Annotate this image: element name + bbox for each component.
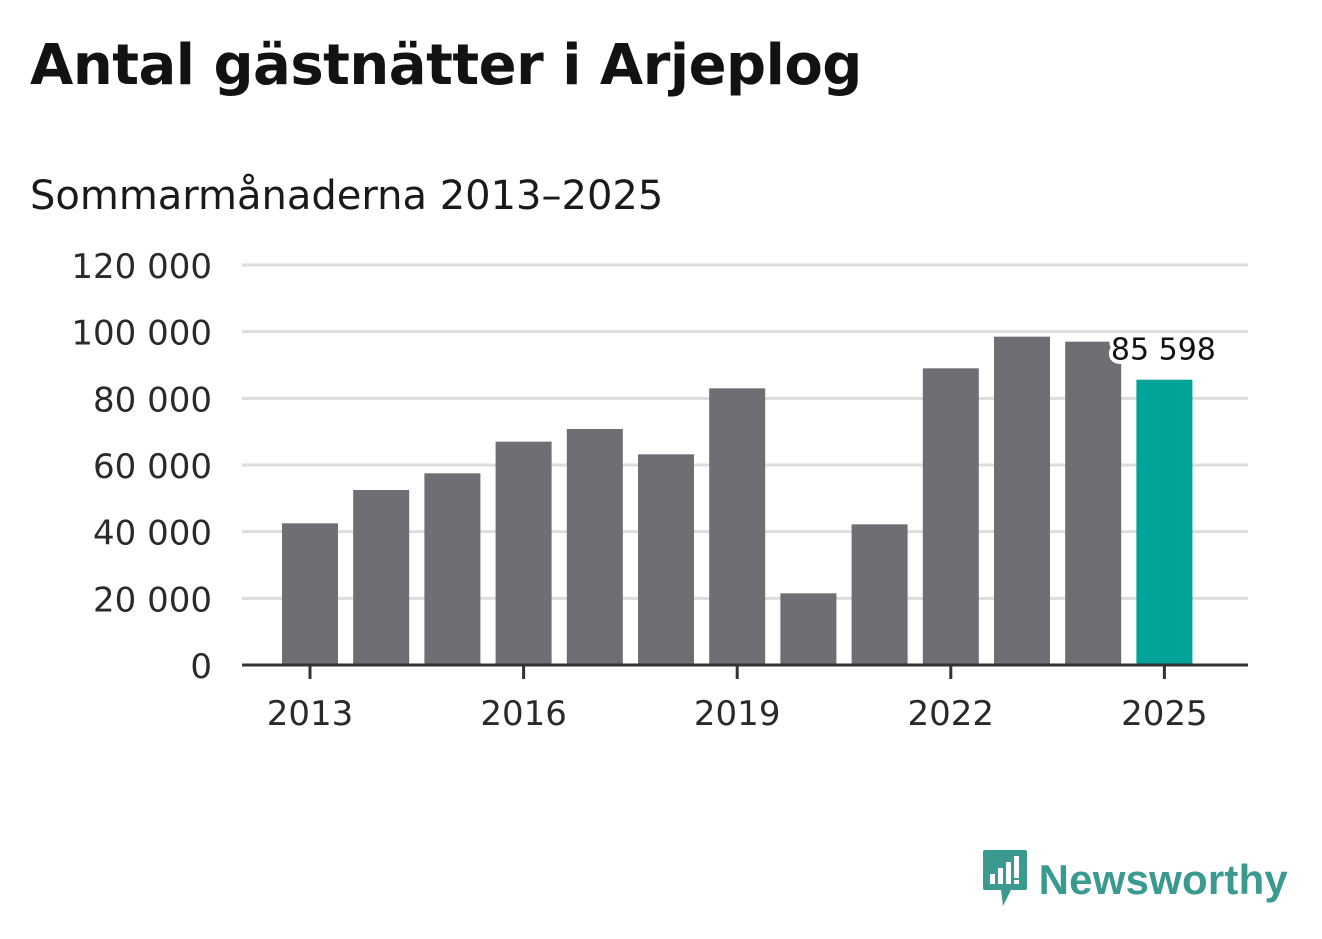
bar (994, 336, 1050, 665)
y-tick-label: 100 000 (71, 314, 212, 354)
bar (495, 441, 552, 665)
bar (566, 429, 623, 665)
x-tick-label: 2025 (1121, 694, 1208, 734)
bar (851, 524, 908, 665)
y-tick-label: 80 000 (93, 380, 212, 420)
brand-logo: Newsworthy (981, 848, 1288, 912)
x-tick-label: 2016 (480, 694, 567, 734)
chart-title: Antal gästnätter i Arjeplog (30, 33, 862, 98)
bar (424, 473, 481, 665)
bar (1065, 341, 1122, 665)
x-tick-label: 2022 (908, 694, 995, 734)
x-tick-label: 2013 (267, 694, 354, 734)
bar (709, 388, 766, 665)
bar (282, 523, 338, 665)
bar (922, 368, 979, 665)
y-tick-label: 120 000 (71, 247, 212, 287)
bar (353, 490, 410, 665)
brand-name: Newsworthy (1038, 856, 1288, 903)
bar (638, 454, 694, 665)
y-tick-label: 40 000 (93, 514, 212, 554)
y-tick-label: 0 (190, 647, 212, 687)
data-label-highlight: 85 598 (1111, 333, 1216, 368)
x-tick-label: 2019 (694, 694, 781, 734)
bar-highlight (1136, 379, 1193, 665)
y-tick-label: 20 000 (93, 580, 212, 620)
bar (780, 593, 837, 665)
chart-subtitle: Sommarmånaderna 2013–2025 (30, 173, 664, 219)
newsworthy-logo-icon (981, 848, 1029, 912)
y-tick-label: 60 000 (93, 447, 212, 487)
